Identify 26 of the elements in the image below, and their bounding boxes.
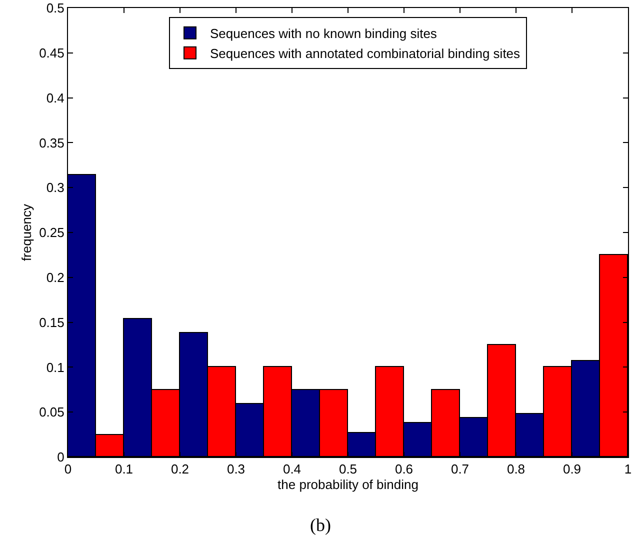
y-tick-label: 0.1 (46, 360, 64, 375)
y-tick-label: 0.2 (46, 270, 64, 285)
text: (b) (310, 515, 331, 535)
y-axis-title: frequency (19, 203, 34, 262)
x-tick-label: 0.1 (114, 462, 134, 477)
y-tick-label: 0.25 (39, 225, 64, 240)
x-tick-label: 0.8 (506, 462, 526, 477)
legend-label: Sequences with no known binding sites (210, 26, 438, 41)
y-tick-label: 0.5 (46, 0, 64, 16)
y-tick-label: 0.3 (46, 180, 64, 196)
y-tick-label: 0 (57, 450, 64, 465)
x-tick-label: 0.2 (170, 462, 190, 477)
y-tick-label: 0.4 (46, 90, 64, 106)
y-tick-label: 0.45 (39, 45, 64, 60)
x-tick-label: 0.9 (562, 462, 582, 477)
legend-label: Sequences with annotated combinatorial binding sites (210, 46, 521, 61)
x-tick-label: 0.5 (338, 462, 358, 477)
x-tick-label: 0.3 (226, 462, 246, 477)
x-axis-title: the probability of binding (278, 477, 418, 492)
x-tick-label: 0.6 (394, 462, 414, 477)
x-tick-label: 0.7 (450, 462, 470, 477)
x-tick-label: 0.4 (282, 462, 302, 477)
y-tick-label: 0.15 (39, 314, 64, 330)
y-tick-label: 0.35 (39, 135, 64, 150)
x-tick-label: 1 (624, 462, 632, 477)
y-tick-label: 0.05 (39, 404, 64, 420)
